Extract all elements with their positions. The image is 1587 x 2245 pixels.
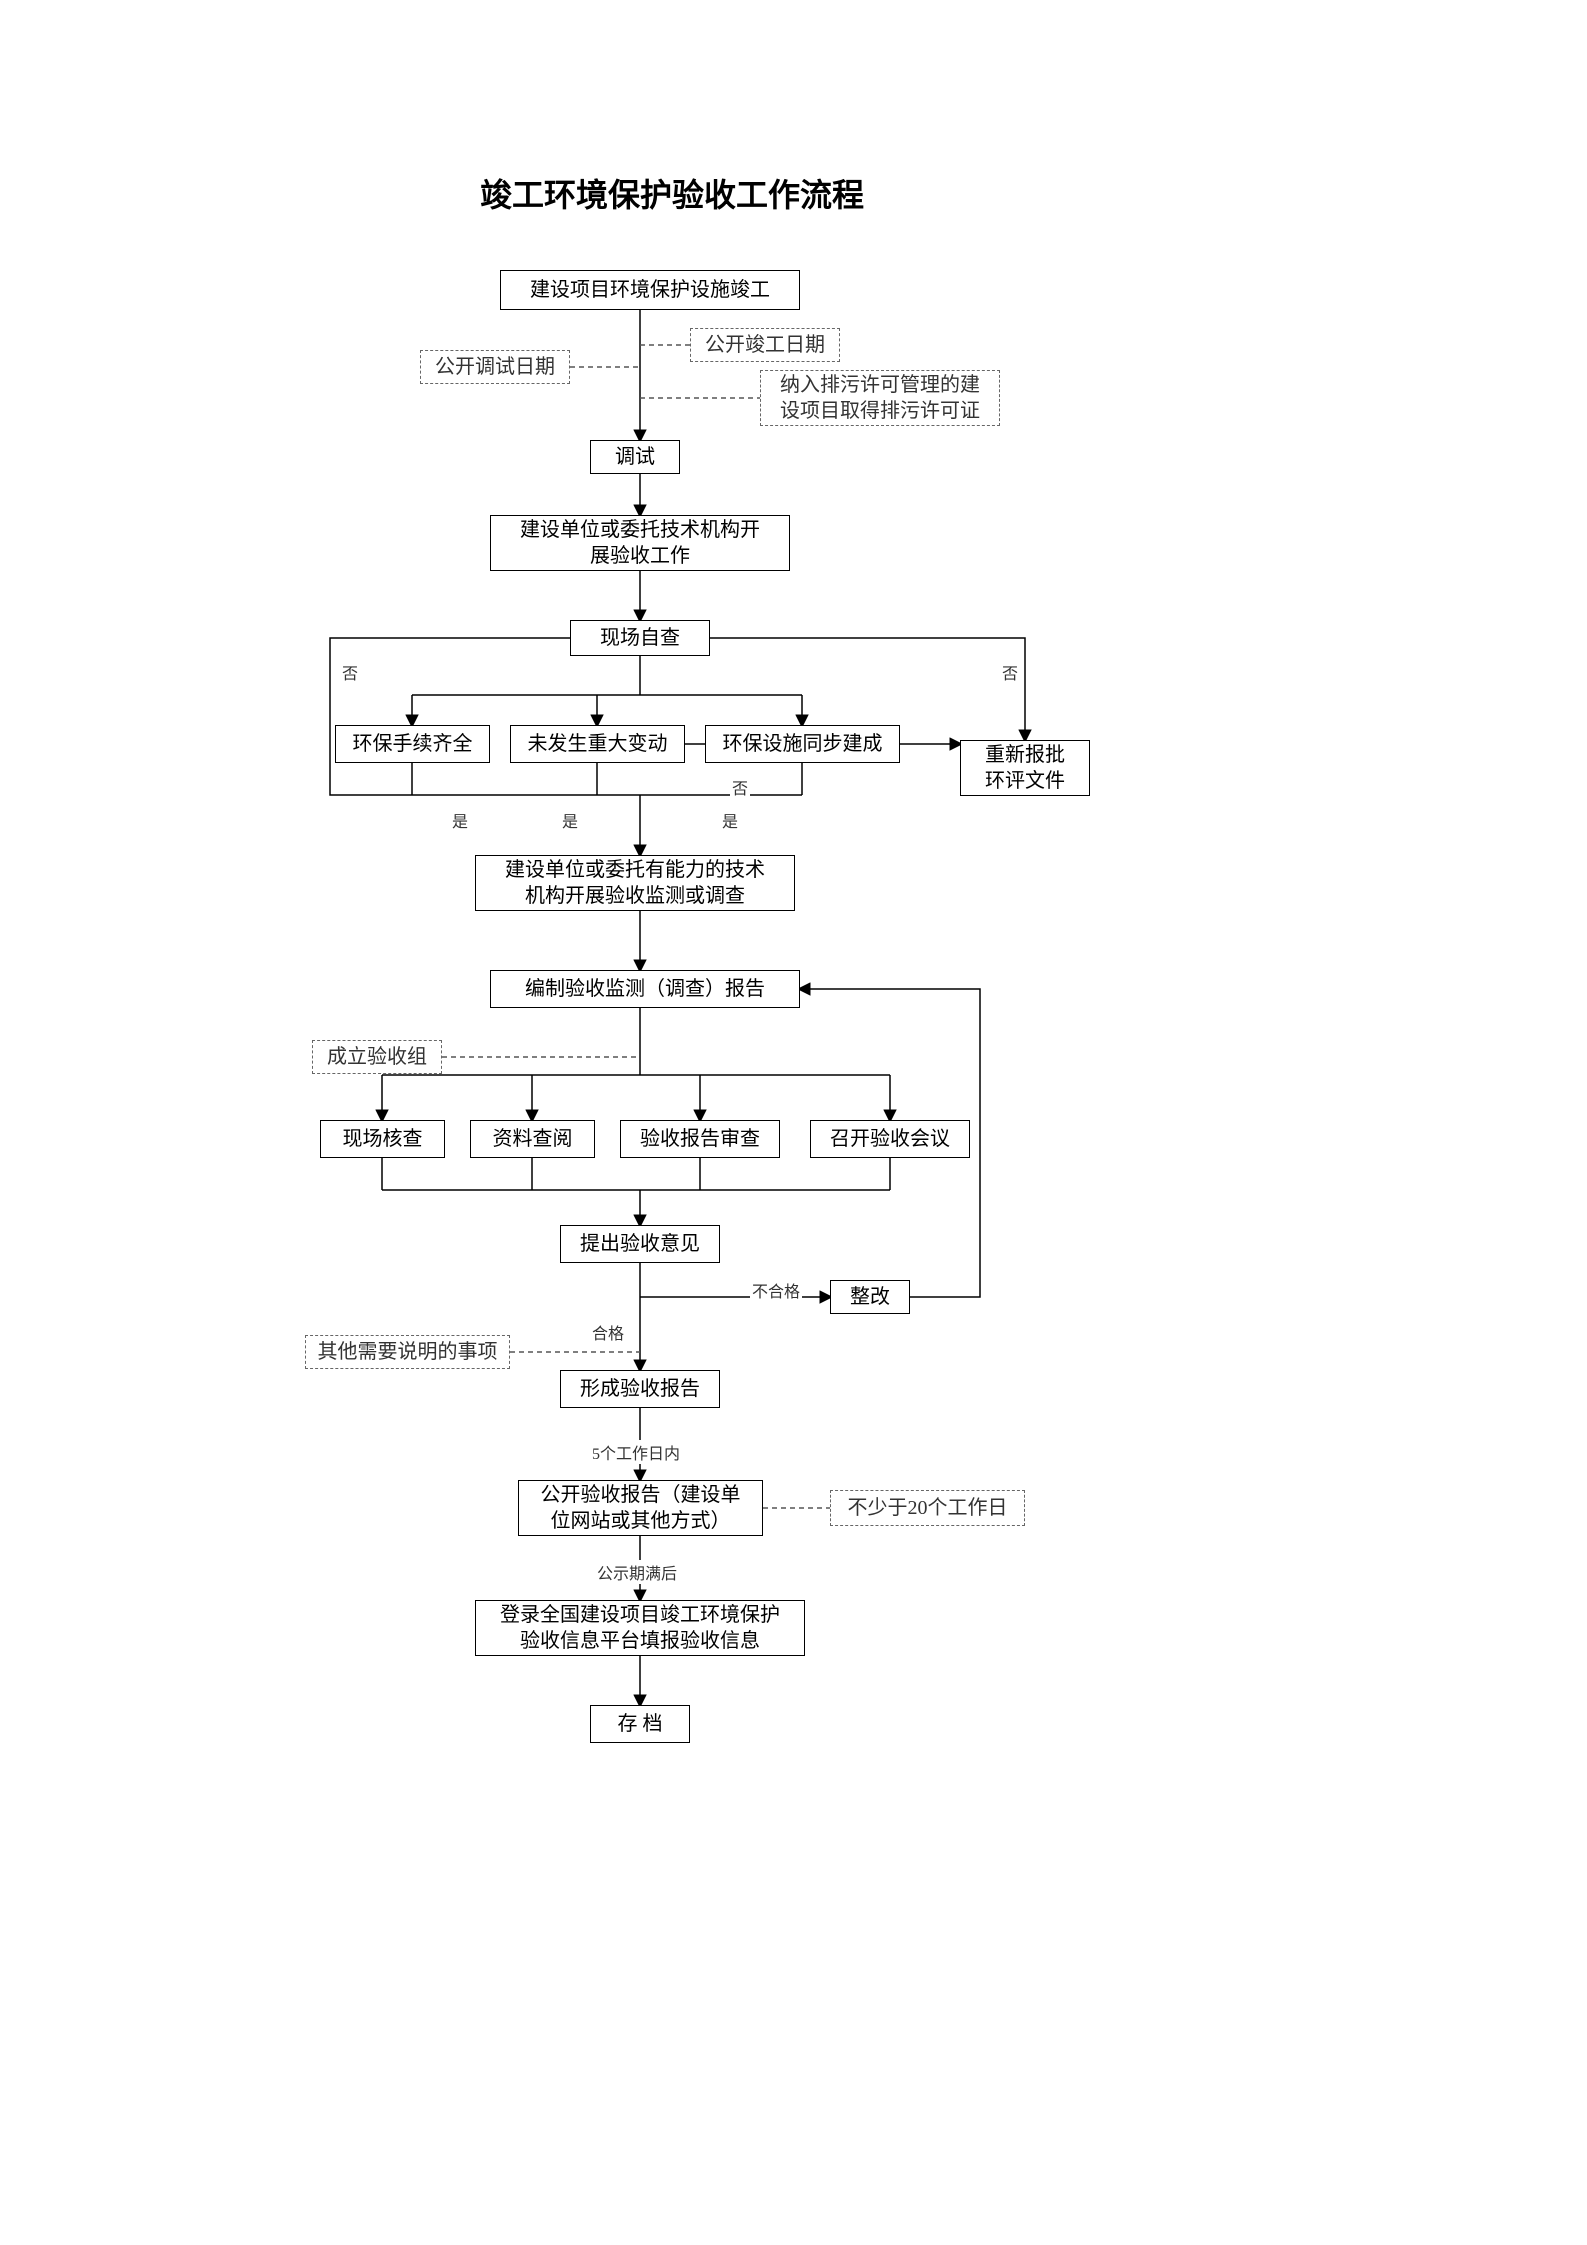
node-n6d: 重新报批环评文件	[960, 740, 1090, 796]
node-n16: 登录全国建设项目竣工环境保护验收信息平台填报验收信息	[475, 1600, 805, 1656]
edge-label: 否	[1000, 660, 1020, 684]
node-n10d: 召开验收会议	[810, 1120, 970, 1158]
edge-label: 是	[450, 808, 470, 832]
node-n6a: 环保手续齐全	[335, 725, 490, 763]
node-n1: 建设项目环境保护设施竣工	[500, 270, 800, 310]
node-n8: 编制验收监测（调查）报告	[490, 970, 800, 1008]
edge-label: 合格	[590, 1320, 626, 1344]
node-n13: 其他需要说明的事项	[305, 1335, 510, 1369]
node-n6b: 未发生重大变动	[510, 725, 685, 763]
node-n14: 形成验收报告	[560, 1370, 720, 1408]
node-n2a: 公开调试日期	[420, 350, 570, 384]
node-n9: 成立验收组	[312, 1040, 442, 1074]
node-n4: 建设单位或委托技术机构开展验收工作	[490, 515, 790, 571]
node-n11: 提出验收意见	[560, 1225, 720, 1263]
node-n7: 建设单位或委托有能力的技术机构开展验收监测或调查	[475, 855, 795, 911]
node-n15b: 不少于20个工作日	[830, 1490, 1025, 1526]
node-n5: 现场自查	[570, 620, 710, 656]
node-n2b: 公开竣工日期	[690, 328, 840, 362]
node-n17: 存 档	[590, 1705, 690, 1743]
edge-label: 5个工作日内	[590, 1440, 682, 1464]
node-n10b: 资料查阅	[470, 1120, 595, 1158]
page-title: 竣工环境保护验收工作流程	[480, 170, 864, 216]
flowchart-canvas: 竣工环境保护验收工作流程 建设项目环境保护设施竣工公开调试日期 公开竣工日期纳入排…	[0, 0, 1587, 2245]
edge-label: 公示期满后	[595, 1560, 679, 1584]
edge-label: 不合格	[750, 1278, 802, 1302]
edge-label: 是	[560, 808, 580, 832]
node-n3: 调试	[590, 440, 680, 474]
node-n10a: 现场核查	[320, 1120, 445, 1158]
node-n6c: 环保设施同步建成	[705, 725, 900, 763]
edge-label: 否	[340, 660, 360, 684]
node-n2c: 纳入排污许可管理的建设项目取得排污许可证	[760, 370, 1000, 426]
node-n10c: 验收报告审查	[620, 1120, 780, 1158]
node-n15: 公开验收报告（建设单位网站或其他方式）	[518, 1480, 763, 1536]
edge-label: 是	[720, 808, 740, 832]
node-n12: 整改	[830, 1280, 910, 1314]
edge-label: 否	[730, 775, 750, 799]
